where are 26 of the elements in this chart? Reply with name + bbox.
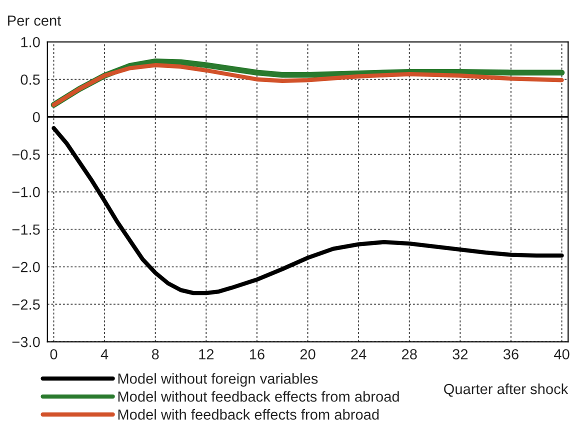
x-tick-label: 8	[152, 349, 159, 360]
legend-label: Model without foreign variables	[118, 373, 318, 387]
y-tick-label: −1.0	[12, 186, 40, 198]
legend-label: Model without feedback effects from abroad	[118, 391, 399, 402]
y-tick-label: −3.0	[12, 336, 40, 348]
line-series	[52, 126, 564, 296]
x-axis-title: Quarter after shock	[444, 383, 568, 397]
x-tick-label: 20	[300, 349, 316, 360]
x-tick-label: 40	[554, 349, 570, 360]
x-tick-label: 4	[100, 349, 108, 360]
y-tick-label: 0.5	[20, 74, 40, 85]
y-tick-label: 1.0	[21, 36, 40, 48]
y-tick-label: −1.5	[12, 224, 40, 235]
y-tick-label: −0.5	[12, 149, 40, 160]
x-tick-label: 0	[50, 349, 58, 360]
y-tick-label: −2.5	[12, 299, 40, 310]
y-tick-label: −2.0	[12, 262, 40, 272]
y-tick-label: 0	[32, 112, 40, 122]
x-tick-label: 28	[402, 349, 417, 360]
y-axis-title: Per cent	[8, 16, 62, 26]
x-tick-label: 12	[199, 349, 214, 360]
x-tick-label: 16	[250, 349, 264, 360]
x-tick-label: 36	[503, 349, 518, 360]
legend-label: Model with feedback effects from abroad	[118, 409, 379, 420]
x-tick-label: 24	[351, 349, 366, 360]
x-tick-label: 32	[452, 349, 468, 360]
